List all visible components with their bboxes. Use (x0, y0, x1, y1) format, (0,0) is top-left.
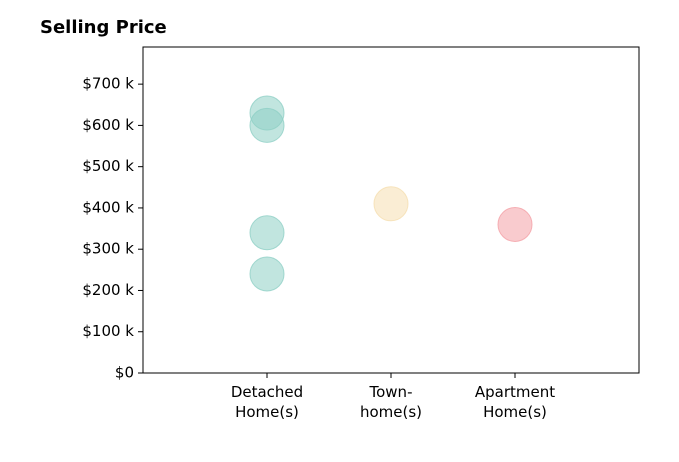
x-tick-label: Town-home(s) (360, 383, 422, 421)
y-tick-label: $600 k (82, 116, 134, 134)
point (249, 107, 285, 143)
x-tick-label: Apartment Home(s) (475, 383, 555, 421)
y-tick-label: $100 k (82, 322, 134, 340)
y-tick-label: $200 k (82, 281, 134, 299)
point (373, 186, 409, 222)
y-tick-label: $700 k (82, 75, 134, 93)
x-tick-label: Detached Home(s) (231, 383, 303, 421)
chart-title: Selling Price (40, 17, 167, 38)
point (497, 206, 533, 242)
y-tick-label: $0 (115, 364, 134, 382)
y-tick-label: $300 k (82, 240, 134, 258)
y-tick-label: $500 k (82, 157, 134, 175)
y-tick-label: $400 k (82, 198, 134, 216)
point (249, 256, 285, 292)
point (249, 215, 285, 251)
